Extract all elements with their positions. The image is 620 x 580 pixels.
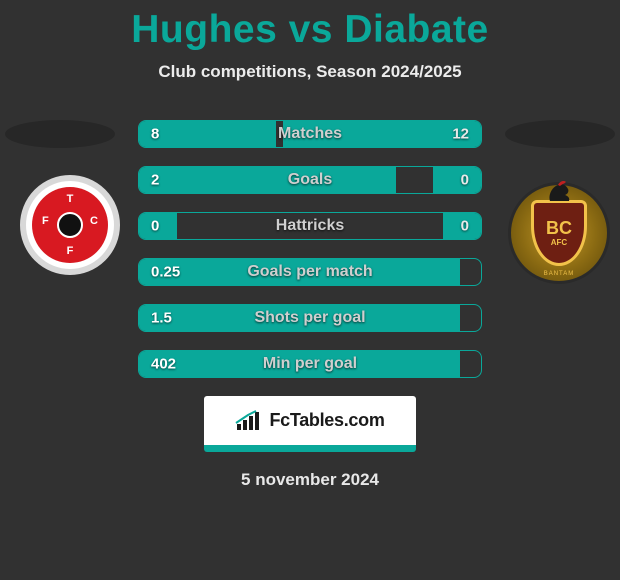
badge-letter: F xyxy=(42,215,49,227)
stat-label: Goals per match xyxy=(247,263,372,281)
stat-row: 0 0 Hattricks xyxy=(138,212,482,240)
badge-letter: T xyxy=(67,193,74,205)
badge-ring-text: BANTAM xyxy=(544,271,575,277)
stat-row: 0.25 Goals per match xyxy=(138,258,482,286)
stat-label: Goals xyxy=(288,171,332,189)
stat-fill-left xyxy=(139,167,396,193)
stat-value-right: 0 xyxy=(461,172,469,189)
shield-main-text: BC xyxy=(546,219,572,237)
stat-value-left: 1.5 xyxy=(151,310,172,327)
ball-icon xyxy=(57,212,83,238)
stat-row: 1.5 Shots per goal xyxy=(138,304,482,332)
footer-brand-badge[interactable]: FcTables.com xyxy=(204,396,416,452)
stat-value-left: 0.25 xyxy=(151,264,180,281)
left-club-badge: T F C F xyxy=(20,175,120,275)
right-club-badge: BC AFC BANTAM xyxy=(508,182,610,284)
subtitle: Club competitions, Season 2024/2025 xyxy=(0,62,620,82)
stat-label: Shots per goal xyxy=(254,309,365,327)
stat-label: Min per goal xyxy=(263,355,357,373)
footer-brand-text: FcTables.com xyxy=(269,410,384,431)
stat-value-right: 0 xyxy=(461,218,469,235)
shadow-left xyxy=(5,120,115,148)
fctables-logo-icon xyxy=(235,410,263,432)
comparison-content: T F C F BC AFC BANTAM 8 12 Matches 2 0 Goals 0… xyxy=(0,120,620,490)
stat-value-right: 12 xyxy=(452,126,469,143)
stat-value-left: 8 xyxy=(151,126,159,143)
comparison-date: 5 november 2024 xyxy=(0,470,620,490)
stat-fill-left xyxy=(139,121,276,147)
badge-letter: C xyxy=(90,215,98,227)
stat-value-left: 402 xyxy=(151,356,176,373)
stat-fill-right xyxy=(433,167,481,193)
stat-row: 2 0 Goals xyxy=(138,166,482,194)
page-title: Hughes vs Diabate xyxy=(0,0,620,52)
stat-label: Hattricks xyxy=(276,217,344,235)
stat-bars: 8 12 Matches 2 0 Goals 0 0 Hattricks 0.25 Goals pe… xyxy=(138,120,482,378)
stat-row: 402 Min per goal xyxy=(138,350,482,378)
shadow-right xyxy=(505,120,615,148)
stat-value-left: 0 xyxy=(151,218,159,235)
shield-sub-text: AFC xyxy=(551,239,567,247)
shield-icon: BC AFC xyxy=(531,200,587,266)
stat-label: Matches xyxy=(278,125,342,143)
stat-value-left: 2 xyxy=(151,172,159,189)
stat-row: 8 12 Matches xyxy=(138,120,482,148)
rooster-icon xyxy=(544,179,574,205)
badge-letter: F xyxy=(67,245,74,257)
